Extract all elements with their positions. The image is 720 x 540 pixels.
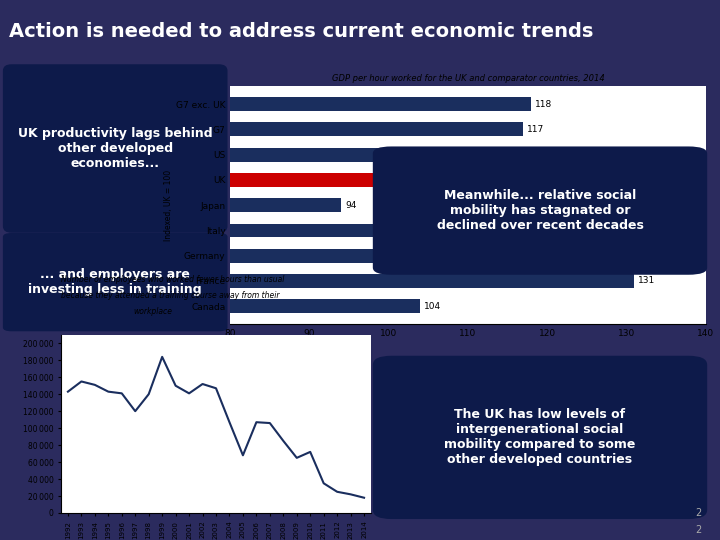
Bar xyxy=(230,249,674,262)
Text: The UK has low levels of
intergenerational social
mobility compared to some
othe: The UK has low levels of intergeneration… xyxy=(444,408,636,467)
Text: 100: 100 xyxy=(393,176,410,185)
FancyBboxPatch shape xyxy=(373,356,707,519)
Bar xyxy=(230,274,634,288)
Text: because they attended a training course away from their: because they attended a training course … xyxy=(61,291,279,300)
Y-axis label: Indexed, UK = 100: Indexed, UK = 100 xyxy=(164,170,174,241)
Text: Meanwhile... relative social
mobility has stagnated or
declined over recent deca: Meanwhile... relative social mobility ha… xyxy=(436,189,644,232)
Bar xyxy=(230,198,341,212)
Text: 136: 136 xyxy=(678,251,695,260)
Text: 118: 118 xyxy=(536,100,552,109)
FancyBboxPatch shape xyxy=(373,146,707,275)
Text: 2: 2 xyxy=(696,508,702,518)
Title: GDP per hour worked for the UK and comparator countries, 2014: GDP per hour worked for the UK and compa… xyxy=(332,74,604,83)
Text: 130: 130 xyxy=(631,150,647,159)
Bar xyxy=(230,224,468,238)
FancyBboxPatch shape xyxy=(3,64,228,233)
Text: 110: 110 xyxy=(472,226,489,235)
Text: 131: 131 xyxy=(638,276,655,286)
Text: 94: 94 xyxy=(346,201,356,210)
Bar xyxy=(230,299,420,313)
Bar xyxy=(230,123,523,137)
FancyBboxPatch shape xyxy=(3,233,228,332)
Text: UK productivity lags behind
other developed
economies...: UK productivity lags behind other develo… xyxy=(18,127,212,170)
Text: ... and employers are
investing less in training: ... and employers are investing less in … xyxy=(28,268,202,296)
Text: 104: 104 xyxy=(425,302,441,310)
Bar xyxy=(230,173,389,187)
Text: Number of employees who worked fewer hours than usual: Number of employees who worked fewer hou… xyxy=(61,274,284,284)
Text: 2: 2 xyxy=(696,524,702,535)
Text: Action is needed to address current economic trends: Action is needed to address current econ… xyxy=(9,22,593,40)
Text: workplace: workplace xyxy=(133,307,172,316)
Text: 117: 117 xyxy=(528,125,544,134)
Bar xyxy=(230,97,531,111)
Bar xyxy=(230,148,626,161)
